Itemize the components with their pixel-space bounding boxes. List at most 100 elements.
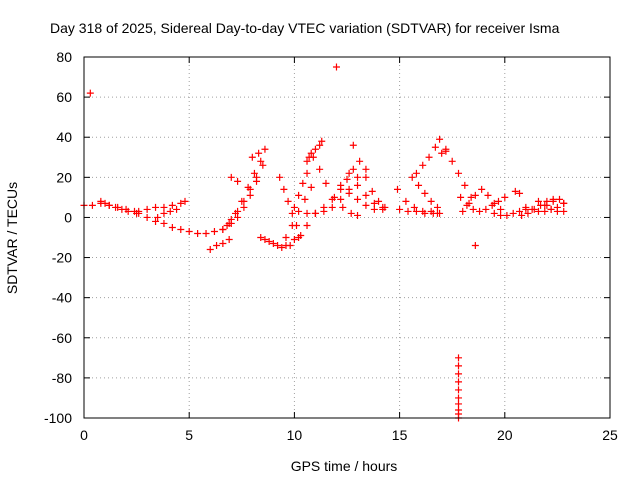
data-point — [246, 191, 254, 199]
x-tick-label: 20 — [497, 427, 513, 443]
data-point — [354, 195, 362, 203]
data-point — [213, 242, 221, 250]
data-point — [412, 169, 420, 177]
data-point — [438, 149, 446, 157]
data-point — [345, 169, 353, 177]
data-point — [534, 207, 542, 215]
data-point — [541, 207, 549, 215]
data-point — [143, 205, 151, 213]
data-point — [240, 197, 248, 205]
series-arc-08 — [223, 173, 261, 229]
data-point — [135, 207, 143, 215]
y-tick-label: -60 — [52, 330, 72, 346]
data-point — [433, 203, 441, 211]
data-point — [290, 203, 298, 211]
data-point — [311, 145, 319, 153]
data-point — [425, 153, 433, 161]
data-point — [547, 205, 555, 213]
data-point — [269, 240, 277, 248]
data-point — [497, 211, 505, 219]
data-point — [356, 157, 364, 165]
series-arc-26 — [408, 173, 441, 211]
series-arc-13 — [261, 209, 319, 252]
data-point — [421, 189, 429, 197]
data-point — [354, 181, 362, 189]
data-point — [276, 173, 284, 181]
data-point — [471, 242, 479, 250]
data-point — [295, 207, 303, 215]
data-point — [143, 213, 151, 221]
data-point — [177, 199, 185, 207]
data-point — [503, 211, 511, 219]
data-point — [560, 207, 568, 215]
data-point — [219, 240, 227, 248]
data-point — [484, 191, 492, 199]
data-point — [465, 199, 473, 207]
data-point — [303, 209, 311, 217]
data-point — [301, 195, 309, 203]
data-point — [160, 203, 168, 211]
data-point — [337, 195, 345, 203]
data-point — [282, 234, 290, 241]
data-point — [177, 225, 185, 233]
series-arc-32 — [459, 185, 505, 215]
data-point — [442, 147, 450, 155]
series-arc-11 — [248, 149, 263, 161]
data-point — [509, 209, 517, 217]
data-point — [328, 195, 336, 203]
data-point — [455, 354, 463, 362]
series-arc-15 — [282, 183, 315, 241]
data-point — [549, 197, 557, 205]
data-point — [337, 181, 345, 189]
data-point — [543, 201, 551, 209]
data-point — [257, 234, 265, 241]
data-point — [467, 193, 475, 201]
data-point — [370, 199, 378, 207]
y-tick-label: -100 — [44, 410, 72, 426]
data-point — [534, 197, 542, 205]
data-point — [227, 219, 235, 227]
grid-lines — [84, 57, 610, 418]
data-point — [309, 153, 317, 161]
data-point — [286, 242, 294, 250]
data-point — [419, 161, 427, 169]
data-point — [303, 169, 311, 177]
data-point — [265, 238, 273, 246]
data-point — [518, 211, 526, 219]
data-point — [299, 179, 307, 187]
data-point — [375, 197, 383, 205]
data-point — [303, 157, 311, 165]
data-point — [261, 236, 269, 244]
data-point — [455, 362, 463, 370]
series-outliers — [86, 63, 340, 97]
x-tick-label: 5 — [185, 427, 193, 443]
data-point — [154, 213, 162, 221]
data-point — [347, 209, 355, 217]
data-point — [431, 143, 439, 151]
series-arc-03 — [135, 209, 227, 237]
data-point — [412, 207, 420, 215]
data-point — [362, 165, 370, 173]
axis-ticks — [83, 56, 611, 419]
series-arc-19 — [303, 165, 370, 217]
data-point — [112, 203, 120, 211]
data-point — [461, 181, 469, 189]
y-tick-label: -20 — [52, 250, 72, 266]
x-tick-label: 0 — [80, 427, 88, 443]
y-tick-label: -40 — [52, 290, 72, 306]
data-point — [522, 203, 530, 211]
data-point — [259, 161, 267, 169]
data-point — [497, 205, 505, 213]
data-point — [455, 169, 463, 177]
data-point — [368, 187, 376, 195]
data-point — [370, 205, 378, 213]
data-point — [408, 173, 416, 181]
data-point — [516, 207, 524, 215]
data-point — [303, 221, 311, 229]
data-point — [168, 223, 176, 231]
data-point — [240, 203, 248, 211]
series-arc-25 — [396, 205, 444, 217]
data-point — [234, 207, 242, 215]
y-tick-labels: -100 -80 -60 -40 -20 0 20 40 60 80 — [44, 49, 72, 426]
